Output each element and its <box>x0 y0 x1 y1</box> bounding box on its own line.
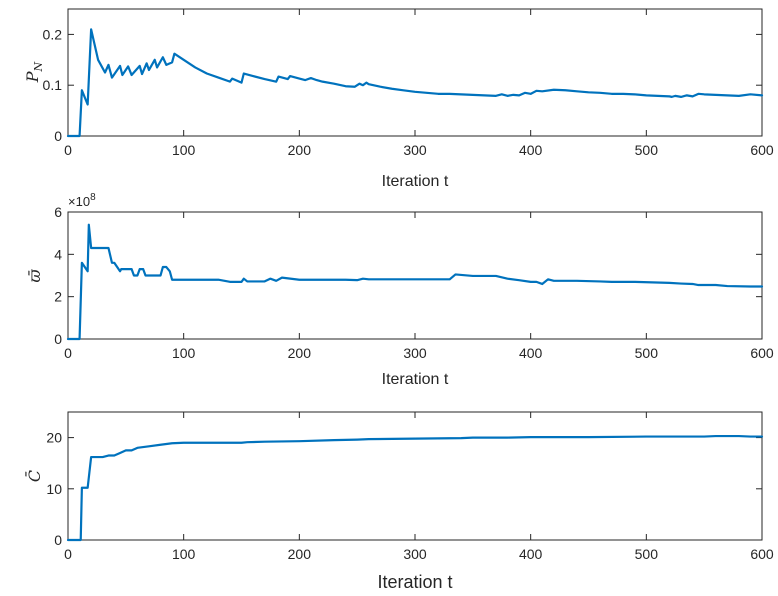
multiplier-exponent: 8 <box>90 192 96 203</box>
x-tick-label-cbar-3: 300 <box>403 546 427 562</box>
y-tick-label-pn-2: 0.2 <box>43 26 63 42</box>
y-axis-multiplier: ×108 <box>68 192 96 209</box>
y-axis-label-cbar: C̄ <box>23 470 44 482</box>
series-line-cbar <box>66 434 764 542</box>
ticks-pn: 0 100 200 300 400 500 600 0 0.1 0.2 <box>43 9 774 158</box>
x-tick-label-cbar-0: 0 <box>64 546 72 562</box>
x-tick-label-pn-5: 500 <box>635 142 659 158</box>
x-tick-label-varpi-2: 200 <box>288 345 312 361</box>
ticks-varpi: 0 100 200 300 400 500 600 0 2 4 6 <box>54 204 774 361</box>
x-axis-label-varpi: Iteration t <box>382 371 449 388</box>
series-line-pn <box>66 28 764 138</box>
plot-area-pn <box>67 8 763 137</box>
y-tick-label-varpi-0: 0 <box>54 331 62 347</box>
x-tick-label-cbar-1: 100 <box>172 546 196 562</box>
x-tick-label-cbar-5: 500 <box>635 546 659 562</box>
x-tick-label-pn-3: 300 <box>403 142 427 158</box>
x-tick-label-varpi-4: 400 <box>519 345 543 361</box>
x-tick-label-cbar-4: 400 <box>519 546 543 562</box>
panel-varpi: 0 100 200 300 400 500 600 0 2 4 6 Iteration t ϖ̄ ×… <box>25 192 774 388</box>
y-tick-label-pn-1: 0.1 <box>43 77 63 93</box>
x-axis-label-cbar: Iteration t <box>377 572 452 592</box>
x-tick-label-pn-0: 0 <box>64 142 72 158</box>
y-tick-label-cbar-0: 0 <box>54 532 62 548</box>
x-tick-label-varpi-6: 600 <box>750 345 774 361</box>
y-axis-label-pn: PN <box>23 61 45 83</box>
series-line-varpi <box>66 223 764 341</box>
multiplier-base: ×10 <box>68 194 90 209</box>
x-tick-label-cbar-6: 600 <box>750 546 774 562</box>
y-tick-label-pn-0: 0 <box>54 128 62 144</box>
x-tick-label-pn-6: 600 <box>750 142 774 158</box>
panel-pn: 0 100 200 300 400 500 600 0 0.1 0.2 Iteration t P… <box>23 8 774 190</box>
x-axis-label-pn: Iteration t <box>382 173 449 190</box>
x-tick-label-varpi-5: 500 <box>635 345 659 361</box>
x-tick-label-cbar-2: 200 <box>288 546 312 562</box>
y-tick-label-varpi-2: 4 <box>54 246 62 262</box>
x-tick-label-varpi-0: 0 <box>64 345 72 361</box>
x-tick-label-varpi-3: 300 <box>403 345 427 361</box>
plot-area-cbar <box>67 411 763 541</box>
panel-cbar: 0 100 200 300 400 500 600 0 10 20 Iteration t C̄ <box>23 411 774 592</box>
y-tick-label-varpi-3: 6 <box>54 204 62 220</box>
ticks-cbar: 0 100 200 300 400 500 600 0 10 20 <box>46 412 774 562</box>
y-tick-label-cbar-1: 10 <box>46 481 62 497</box>
x-tick-label-pn-4: 400 <box>519 142 543 158</box>
x-tick-label-pn-2: 200 <box>288 142 312 158</box>
x-tick-label-varpi-1: 100 <box>172 345 196 361</box>
y-tick-label-varpi-1: 2 <box>54 289 62 305</box>
y-tick-label-cbar-2: 20 <box>46 430 62 446</box>
plot-area-varpi <box>67 211 763 340</box>
y-axis-label-varpi: ϖ̄ <box>25 269 44 283</box>
x-tick-label-pn-1: 100 <box>172 142 196 158</box>
